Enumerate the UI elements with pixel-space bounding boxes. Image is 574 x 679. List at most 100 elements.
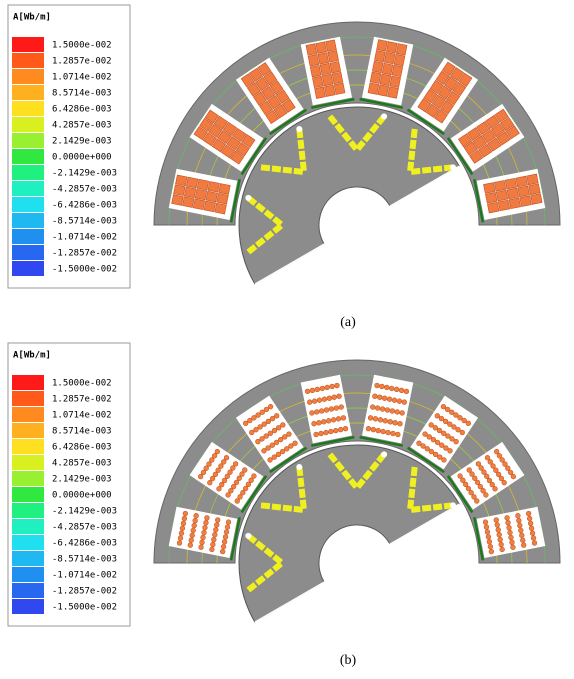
conductor <box>334 83 345 95</box>
legend-swatch <box>12 391 44 406</box>
legend: A[Wb/m] 1.5000e-002 1.2857e-002 1.0714e-002… <box>8 343 130 626</box>
legend-label: -8.5714e-003 <box>52 555 117 565</box>
legend-label: -1.5000e-002 <box>52 603 117 613</box>
legend-swatch <box>12 101 44 116</box>
conductor <box>184 187 196 198</box>
conductor <box>516 176 528 187</box>
flux-barrier <box>296 126 302 132</box>
legend-swatch <box>12 149 44 164</box>
conductor <box>186 177 198 188</box>
conductor <box>326 40 337 52</box>
legend-label: 4.2857e-003 <box>52 121 112 131</box>
legend-label: 1.2857e-002 <box>52 57 112 67</box>
legend-label: 1.0714e-002 <box>52 411 112 421</box>
conductor <box>315 87 326 99</box>
flux-barrier <box>450 502 456 508</box>
legend-label: 2.1429e-003 <box>52 137 112 147</box>
legend-label: 1.5000e-002 <box>52 379 112 389</box>
legend-swatch <box>12 407 44 422</box>
conductor <box>377 40 388 52</box>
legend-swatch <box>12 535 44 550</box>
conductor <box>174 185 186 196</box>
flux-barrier <box>381 451 387 457</box>
conductor <box>306 44 317 56</box>
conductor <box>494 180 506 191</box>
conductor <box>487 202 499 213</box>
conductor <box>217 193 229 204</box>
legend-label: -6.4286e-003 <box>52 539 117 549</box>
legend-swatch <box>12 551 44 566</box>
conductor <box>308 55 319 67</box>
legend-label: -4.2857e-003 <box>52 523 117 533</box>
conductor <box>531 194 543 205</box>
legend-label: -2.1429e-003 <box>52 169 117 179</box>
legend-swatch <box>12 245 44 260</box>
legend-label: -1.5000e-002 <box>52 265 117 275</box>
legend-label: 1.2857e-002 <box>52 395 112 405</box>
flux-barrier <box>450 164 456 170</box>
conductor <box>328 51 339 63</box>
legend-label: -2.1429e-003 <box>52 507 117 517</box>
legend-swatch <box>12 583 44 598</box>
conductor <box>378 85 389 97</box>
legend-swatch <box>12 423 44 438</box>
legend-swatch <box>12 375 44 390</box>
legend-swatch <box>12 503 44 518</box>
legend-label: 1.5000e-002 <box>52 41 112 51</box>
conductor <box>527 174 539 185</box>
conductor <box>316 42 327 54</box>
conductor <box>193 199 205 210</box>
legend-swatch <box>12 439 44 454</box>
conductor <box>509 198 521 209</box>
conductor <box>320 63 331 75</box>
legend-swatch <box>12 117 44 132</box>
conductor <box>370 72 381 84</box>
conductor <box>485 192 497 203</box>
legend-label: 0.0000e+000 <box>52 153 112 163</box>
conductor <box>498 200 510 211</box>
conductor <box>372 61 383 73</box>
conductor <box>332 72 343 84</box>
conductor <box>496 190 508 201</box>
legend-swatch <box>12 487 44 502</box>
legend-swatch <box>12 519 44 534</box>
conductor <box>206 191 218 202</box>
conductor <box>518 186 530 197</box>
conductor <box>368 83 379 95</box>
conductor <box>388 87 399 99</box>
machine <box>154 360 560 622</box>
legend-swatch <box>12 567 44 582</box>
conductor <box>312 76 323 88</box>
conductor <box>507 188 519 199</box>
flux-barrier <box>381 113 387 119</box>
legend-swatch <box>12 471 44 486</box>
conductor <box>374 50 385 62</box>
legend-title: A[Wb/m] <box>13 351 51 361</box>
flux-barrier <box>245 533 251 539</box>
legend-swatch <box>12 599 44 614</box>
conductor <box>382 63 393 75</box>
flux-barrier <box>245 195 251 201</box>
legend-swatch <box>12 133 44 148</box>
legend-swatch <box>12 53 44 68</box>
conductor <box>505 178 517 189</box>
caption: (a) <box>340 315 356 330</box>
conductor <box>182 197 194 208</box>
legend-title: A[Wb/m] <box>13 13 51 23</box>
caption: (b) <box>340 653 357 668</box>
conductor <box>172 195 184 206</box>
conductor <box>396 44 407 56</box>
conductor <box>219 184 231 195</box>
legend-swatch <box>12 181 44 196</box>
legend-label: -1.0714e-002 <box>52 233 117 243</box>
conductor <box>324 85 335 97</box>
conductor <box>330 61 341 73</box>
conductor <box>394 54 405 66</box>
legend-label: -6.4286e-003 <box>52 201 117 211</box>
legend-swatch <box>12 69 44 84</box>
conductor <box>318 53 329 65</box>
conductor <box>310 65 321 77</box>
conductor <box>380 74 391 86</box>
legend-swatch <box>12 165 44 180</box>
legend-label: 0.0000e+000 <box>52 491 112 501</box>
